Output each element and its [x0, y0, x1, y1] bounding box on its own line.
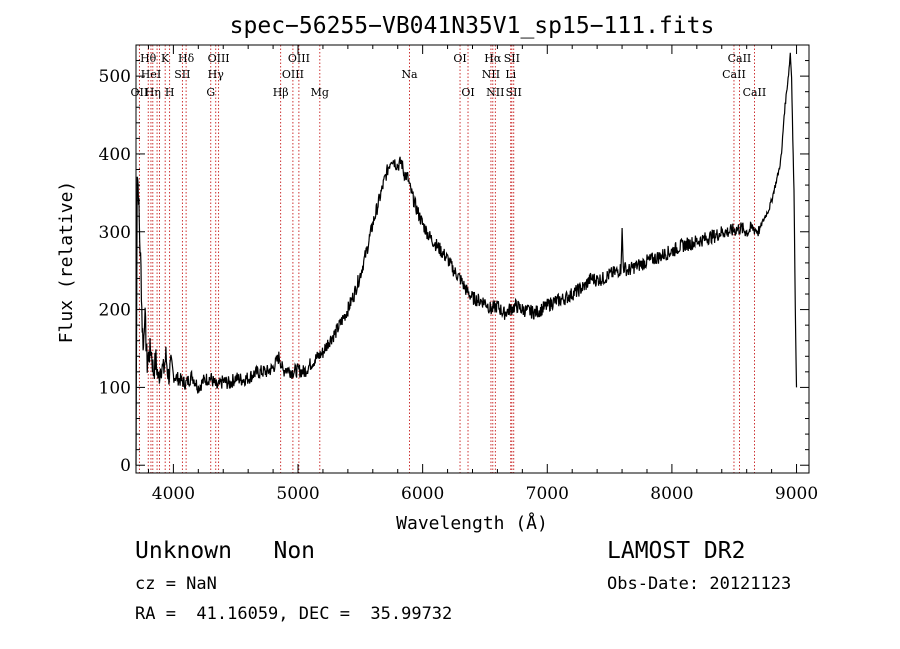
spectrum-series	[135, 52, 798, 466]
plot-frame	[135, 44, 810, 474]
emission-line-label: G	[206, 86, 215, 99]
emission-line-label: OII	[131, 86, 149, 99]
emission-line-label: OI	[453, 52, 466, 65]
y-tick-label: 0	[120, 456, 131, 476]
emission-line-label: NII	[482, 68, 500, 81]
x-tick-label: 9000	[775, 484, 818, 504]
y-tick-label: 300	[99, 223, 131, 243]
y-axis: 0 100 200 300 400 500	[99, 60, 809, 476]
x-tick-label: 7000	[526, 484, 569, 504]
emission-line-label: H	[165, 86, 175, 99]
x-tick-label: 5000	[276, 484, 319, 504]
x-axis-label: Wavelength (Å)	[396, 512, 548, 534]
emission-line-label: Hδ	[178, 52, 195, 65]
emission-line-labels: OII Hθ HeI Hη K H SII Hδ G Hγ OIII Hβ OIII OIII Mg Na OI…	[131, 52, 767, 99]
y-tick-label: 100	[99, 378, 131, 398]
emission-line-label: HeI	[141, 68, 161, 81]
emission-line-label: OI	[461, 86, 474, 99]
emission-line-label: OIII	[208, 52, 230, 65]
emission-line-label: NII	[486, 86, 504, 99]
emission-line-label: CaII	[728, 52, 752, 65]
emission-line-label: K	[161, 52, 170, 65]
emission-line-label: Na	[401, 68, 418, 81]
y-tick-label: 200	[99, 301, 131, 321]
y-axis-label: Flux (relative)	[56, 181, 77, 344]
observation-date: Obs-Date: 20121123	[607, 574, 792, 594]
y-tick-label: 500	[99, 67, 131, 87]
emission-line-label: Hβ	[273, 86, 289, 99]
x-tick-label: 4000	[152, 484, 195, 504]
emission-line-label: CaII	[722, 68, 746, 81]
chart-title: spec−56255−VB041N35V1_sp15−111.fits	[230, 13, 715, 39]
emission-line-markers	[138, 45, 755, 473]
emission-line-label: CaII	[743, 86, 767, 99]
object-class: Unknown Non	[135, 538, 316, 564]
emission-line-label: OIII	[282, 68, 304, 81]
x-tick-label: 6000	[401, 484, 444, 504]
coordinates: RA = 41.16059, DEC = 35.99732	[135, 604, 453, 624]
emission-line-label: SII	[174, 68, 190, 81]
emission-line-label: Li	[505, 68, 516, 81]
y-tick-label: 400	[99, 145, 131, 165]
emission-line-label: Hγ	[208, 68, 225, 81]
emission-line-label: SII	[506, 86, 522, 99]
redshift-cz: cz = NaN	[135, 574, 217, 594]
x-tick-label: 8000	[650, 484, 693, 504]
emission-line-label: SII	[504, 52, 520, 65]
emission-line-label: Hθ	[140, 52, 157, 65]
emission-line-label: Hη	[145, 86, 161, 99]
survey-name: LAMOST DR2	[607, 538, 746, 564]
emission-line-label: Hα	[484, 52, 502, 65]
emission-line-label: Mg	[311, 86, 329, 99]
spectrum-line	[135, 52, 798, 466]
emission-line-label: OIII	[288, 52, 310, 65]
x-axis: 4000 5000 6000 7000 8000 9000	[147, 45, 818, 504]
